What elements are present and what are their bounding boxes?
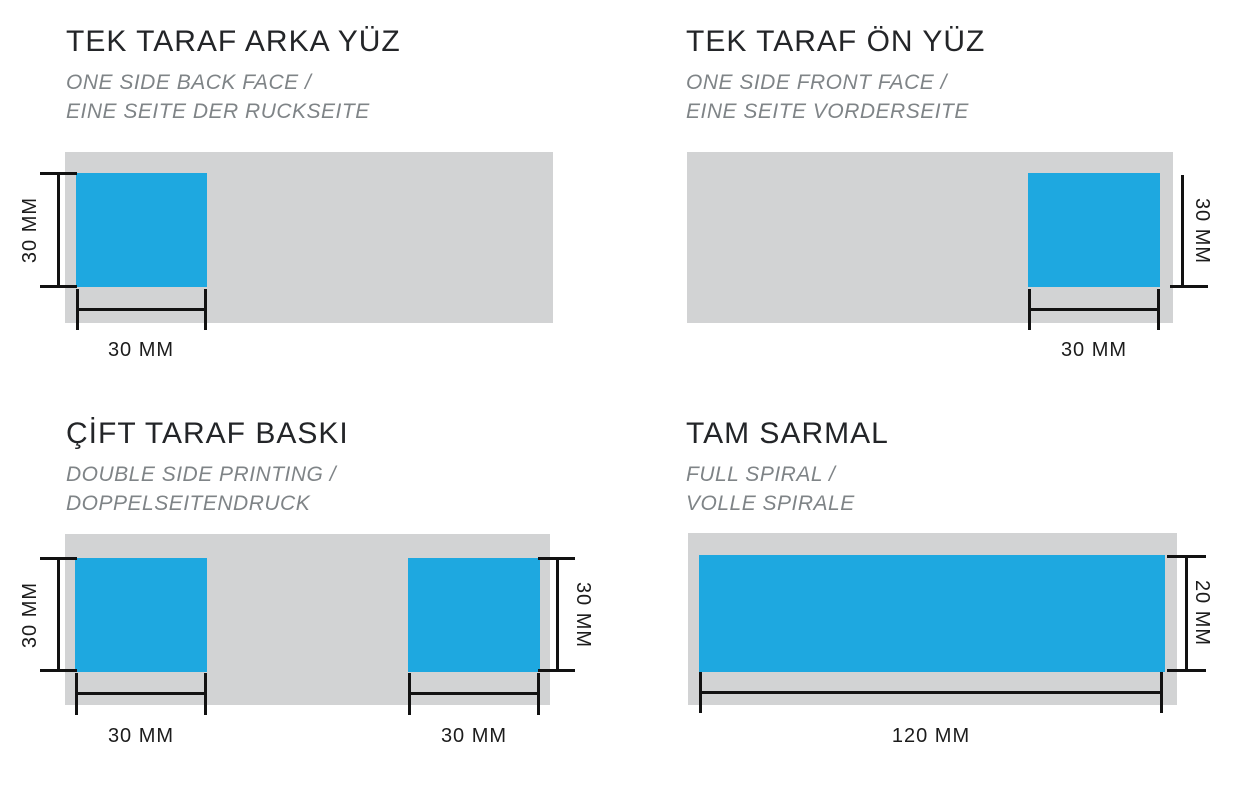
section-subtitle-de: VOLLE SPIRALE	[686, 492, 855, 515]
width-dimension-label-left: 30 MM	[107, 725, 175, 747]
section-title: TAM SARMAL	[686, 417, 889, 450]
height-dimension-tick-top-right	[538, 557, 575, 560]
width-dimension-tick-left	[76, 289, 79, 330]
width-dimension-tick-right-a	[204, 673, 207, 715]
height-dimension-tick-top	[40, 172, 77, 175]
height-dimension-label-left: 30 MM	[19, 581, 41, 649]
width-dimension-label: 30 MM	[107, 339, 175, 361]
product-barrel	[65, 152, 553, 323]
section-subtitle-de: EINE SEITE DER RUCKSEITE	[66, 100, 370, 123]
height-dimension-tick-bottom	[40, 285, 77, 288]
product-barrel	[65, 534, 550, 705]
width-dimension-label: 120 MM	[891, 725, 971, 747]
print-area	[1028, 173, 1160, 287]
section-title: TEK TARAF ÖN YÜZ	[686, 25, 986, 58]
height-dimension-label: 30 MM	[19, 196, 41, 264]
height-dimension-line	[1185, 556, 1188, 672]
width-dimension-tick-right	[1157, 289, 1160, 330]
section-subtitle-en: FULL SPIRAL /	[686, 463, 836, 486]
width-dimension-line-left	[76, 692, 206, 695]
width-dimension-tick-left	[699, 672, 702, 713]
section-title: TEK TARAF ARKA YÜZ	[66, 25, 401, 58]
width-dimension-tick-right	[1160, 672, 1163, 713]
width-dimension-line-right	[409, 692, 539, 695]
height-dimension-tick-bottom	[1167, 669, 1206, 672]
height-dimension-tick-bottom-left	[40, 669, 77, 672]
product-barrel	[688, 533, 1177, 705]
print-area-left	[75, 558, 207, 672]
section-title: ÇİFT TARAF BASKI	[66, 417, 349, 450]
print-area-right	[408, 558, 540, 672]
width-dimension-tick-left-a	[75, 673, 78, 715]
height-dimension-label: 20 MM	[1191, 579, 1213, 647]
height-dimension-line-right	[556, 558, 559, 672]
height-dimension-label-right: 30 MM	[572, 581, 594, 649]
height-dimension-line	[1181, 175, 1184, 288]
width-dimension-line	[1029, 308, 1159, 311]
section-subtitle-de: DOPPELSEITENDRUCK	[66, 492, 311, 515]
height-dimension-line-left	[57, 558, 60, 672]
height-dimension-tick-top-left	[40, 557, 77, 560]
width-dimension-tick-right-b	[537, 673, 540, 715]
height-dimension-tick-bottom-right	[538, 669, 575, 672]
print-area	[76, 173, 207, 287]
height-dimension-tick-bottom	[1170, 285, 1208, 288]
product-barrel	[687, 152, 1173, 323]
width-dimension-tick-left-b	[408, 673, 411, 715]
width-dimension-line	[701, 691, 1162, 694]
height-dimension-tick-top	[1167, 555, 1206, 558]
section-subtitle-en: ONE SIDE BACK FACE /	[66, 71, 312, 94]
section-subtitle-en: DOUBLE SIDE PRINTING /	[66, 463, 337, 486]
height-dimension-line	[57, 173, 60, 287]
width-dimension-label: 30 MM	[1060, 339, 1128, 361]
print-area	[699, 555, 1165, 672]
width-dimension-tick-right	[204, 289, 207, 330]
width-dimension-label-right: 30 MM	[440, 725, 508, 747]
section-subtitle-en: ONE SIDE FRONT FACE /	[686, 71, 947, 94]
width-dimension-line	[77, 308, 206, 311]
width-dimension-tick-left	[1028, 289, 1031, 330]
section-subtitle-de: EINE SEITE VORDERSEITE	[686, 100, 969, 123]
height-dimension-label: 30 MM	[1191, 197, 1213, 265]
